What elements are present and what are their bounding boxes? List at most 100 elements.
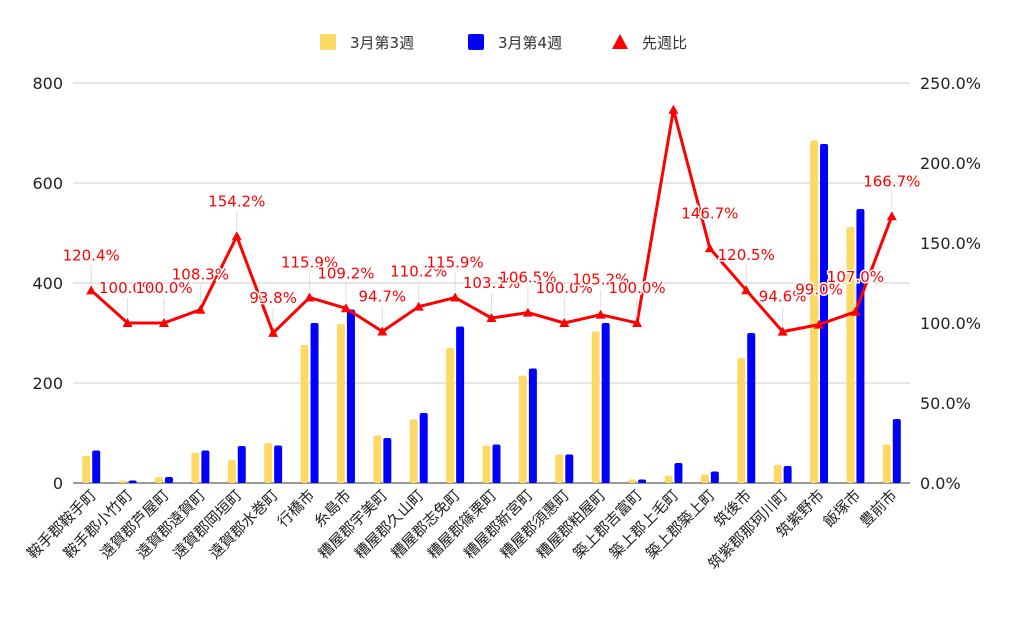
bar-week4 [674, 463, 683, 483]
ratio-point-triangle [450, 292, 461, 302]
ratio-data-label: 115.9% [427, 254, 484, 272]
bar-week4 [237, 446, 246, 483]
ratio-point-triangle [304, 292, 315, 302]
bar-week4 [638, 479, 647, 483]
ratio-data-label: 94.6% [759, 288, 807, 306]
ratio-point-triangle [886, 211, 897, 221]
ratio-point-triangle [122, 318, 133, 327]
bar-week4 [820, 144, 829, 483]
ratio-point-triangle [595, 309, 606, 319]
ratio-point-triangle [559, 318, 570, 327]
y-axis-tick-label: 800 [32, 74, 63, 93]
bar-week4 [565, 454, 574, 483]
bar-week4 [783, 466, 792, 483]
bar-week3 [773, 465, 782, 483]
bar-week3 [591, 331, 600, 483]
axes-group: 0 200 400 600 800 0.0% 50.0% 100.0% 150.0% 200.0%… [24, 74, 981, 573]
bar-week3 [82, 456, 91, 483]
ratio-point-triangle [195, 304, 206, 314]
ratio-point-triangle [850, 306, 861, 316]
legend: 3月第3週 3月第4週 先週比 [320, 34, 687, 52]
y2-axis-tick-label: 150.0% [920, 234, 981, 253]
bar-week4 [856, 209, 865, 483]
ratio-data-label: 105.2% [572, 271, 629, 289]
ratio-data-label: 108.3% [172, 266, 229, 284]
ratio-point-triangle [231, 231, 242, 241]
bar-week4 [528, 368, 537, 483]
ratio-data-label: 100.0% [536, 279, 593, 297]
ratio-point-triangle [158, 318, 169, 327]
ratio-data-label: 120.5% [718, 246, 775, 264]
bar-week3 [336, 324, 345, 483]
data-labels-group: 120.4%100.0%100.0%108.3%154.2%93.8%115.9… [61, 171, 922, 326]
bar-week3 [373, 435, 382, 483]
x-axis-category-label: 行橋市 [274, 486, 319, 531]
line-series-group [86, 104, 897, 337]
bar-week4 [601, 323, 610, 483]
legend-label: 3月第4週 [498, 34, 562, 52]
ratio-point-triangle [377, 326, 388, 336]
ratio-point-triangle [741, 285, 752, 295]
ratio-data-label: 94.7% [358, 287, 406, 305]
ratio-point-triangle [413, 301, 424, 311]
ratio-data-label: 146.7% [681, 204, 738, 222]
bar-week3 [737, 358, 746, 483]
bar-week3 [628, 479, 637, 483]
y2-axis-tick-label: 250.0% [920, 74, 981, 93]
legend-swatch [320, 34, 336, 50]
legend-swatch [468, 34, 484, 50]
y2-axis-tick-label: 200.0% [920, 154, 981, 173]
y2-axis-tick-label: 100.0% [920, 314, 981, 333]
ratio-point-triangle [814, 319, 825, 329]
bar-week3 [700, 474, 709, 483]
bar-week3 [227, 460, 236, 483]
bar-week4 [310, 323, 319, 483]
bar-week4 [164, 477, 173, 483]
ratio-data-label: 100.0% [608, 279, 665, 297]
ratio-data-label: 120.4% [63, 246, 120, 264]
bar-week4 [128, 480, 137, 483]
ratio-point-triangle [340, 303, 351, 313]
bar-week4 [892, 419, 901, 483]
y-axis-tick-label: 0 [53, 474, 63, 493]
y2-axis-tick-label: 50.0% [920, 394, 971, 413]
y-axis-tick-label: 400 [32, 274, 63, 293]
bar-week4 [456, 326, 465, 483]
bar-week3 [264, 443, 273, 483]
bar-week3 [154, 477, 163, 483]
y2-axis-tick-label: 0.0% [920, 474, 961, 493]
ratio-point-triangle [86, 285, 97, 295]
ratio-data-label: 110.2% [390, 263, 447, 281]
bar-week3 [555, 454, 564, 483]
bar-week3 [191, 453, 200, 483]
bar-week4 [383, 438, 392, 483]
bar-week3 [846, 227, 855, 483]
ratio-point-triangle [268, 327, 279, 337]
ratio-point-triangle [522, 307, 533, 317]
bar-week4 [274, 445, 283, 483]
bar-week3 [482, 445, 491, 483]
bar-week4 [92, 450, 101, 483]
ratio-data-label: 115.9% [281, 254, 338, 272]
ratio-data-label: 166.7% [863, 172, 920, 190]
ratio-point-triangle [777, 326, 788, 336]
bar-week3 [409, 419, 418, 483]
bar-week4 [492, 444, 501, 483]
y-axis-tick-label: 600 [32, 174, 63, 193]
x-axis-category-label: 飯塚市 [820, 486, 865, 531]
bar-week4 [710, 471, 719, 483]
bar-week3 [882, 444, 891, 483]
bar-week3 [810, 140, 819, 483]
bar-week4 [747, 333, 756, 483]
ratio-data-label: 100.0% [135, 279, 192, 297]
bar-week3 [664, 475, 673, 483]
ratio-data-label: 93.8% [249, 289, 297, 307]
ratio-data-label: 109.2% [317, 264, 374, 282]
bar-week4 [346, 309, 355, 483]
bar-week3 [300, 345, 309, 483]
x-axis-category-label: 豊前市 [856, 486, 901, 531]
ratio-data-label: 100.0% [99, 279, 156, 297]
ratio-point-triangle [704, 243, 715, 253]
bar-week3 [118, 480, 127, 483]
legend-label: 3月第3週 [350, 34, 414, 52]
